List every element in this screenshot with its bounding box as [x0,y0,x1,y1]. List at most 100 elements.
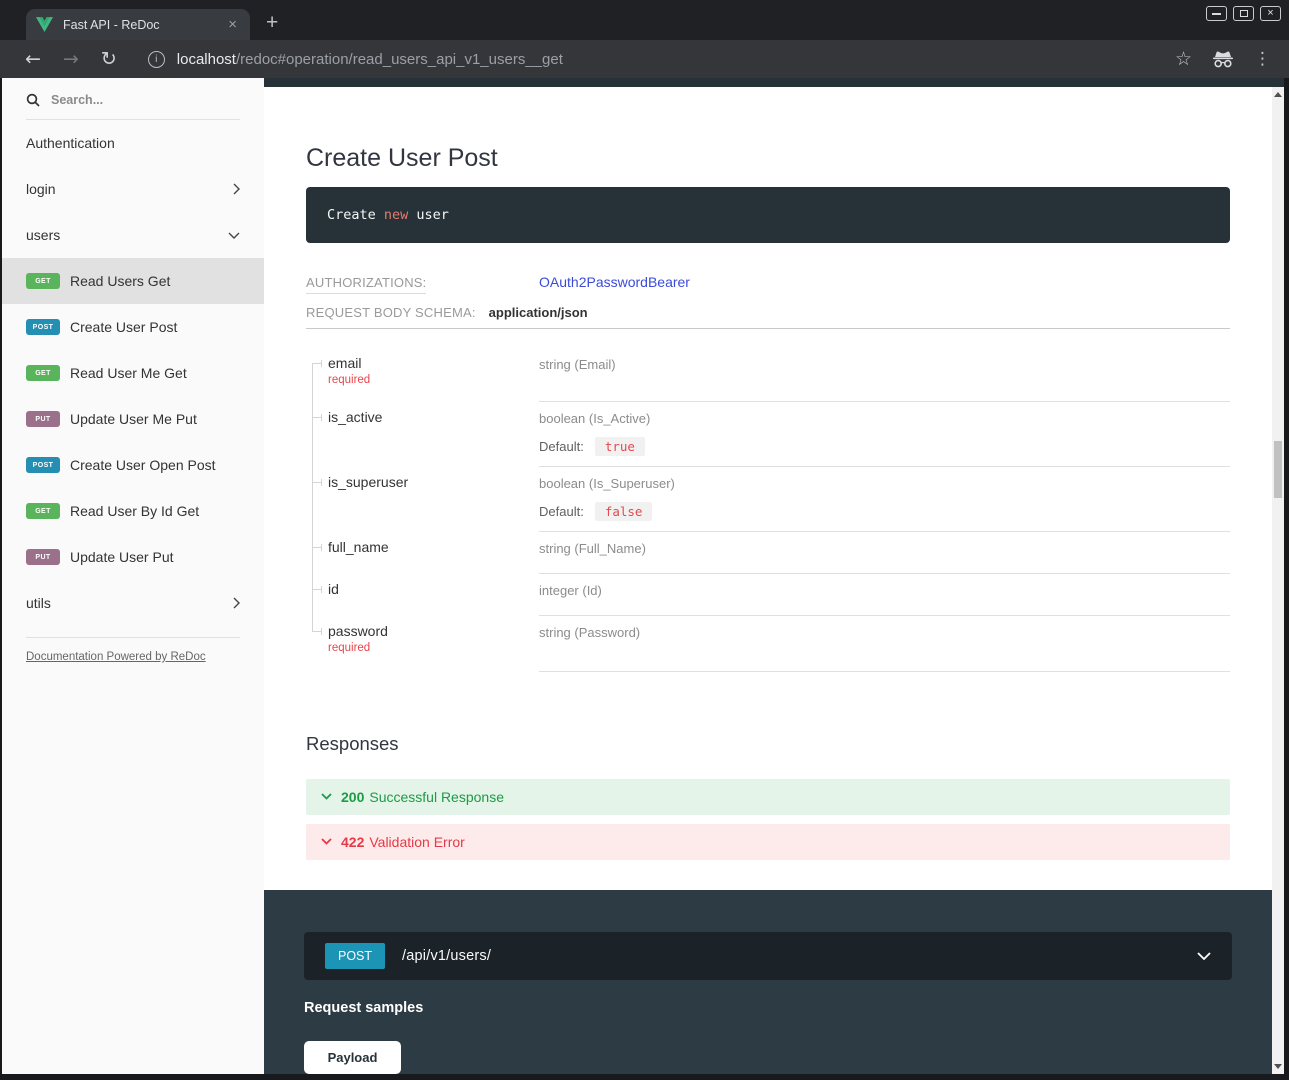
schema-row-is-active: is_active boolean (Is_Active) Default: tr… [306,401,1230,467]
method-badge-get: GET [26,273,60,289]
sidebar-item-create-user-post[interactable]: POST Create User Post [2,304,264,350]
default-label: Default: [539,438,584,454]
scroll-up-arrow-icon[interactable] [1274,92,1282,97]
search [2,88,264,108]
sidebar-item-update-user-put[interactable]: PUT Update User Put [2,534,264,580]
sidebar-item-utils[interactable]: utils [2,580,264,626]
tree-connector [306,531,328,574]
url-field[interactable]: localhost/redoc#operation/read_users_api… [177,51,1163,68]
authorizations-label: AUTHORIZATIONS: [306,274,427,294]
close-icon: × [1267,7,1274,19]
endpoint-dropdown[interactable]: POST /api/v1/users/ [304,932,1232,980]
request-body-schema-label: REQUEST BODY SCHEMA: [306,304,476,320]
sidebar-item-create-user-open-post[interactable]: POST Create User Open Post [2,442,264,488]
forward-icon[interactable]: → [62,47,79,70]
response-code: 422 [341,833,365,850]
field-name: is_superuser [328,473,409,490]
field-name: password [328,622,388,639]
http-method-badge: POST [325,943,386,969]
browser-menu-icon[interactable]: ⋮ [1254,49,1271,69]
schema-row-is-superuser: is_superuser boolean (Is_Superuser) Defa… [306,466,1230,532]
url-path: /redoc#operation/read_users_api_v1_users… [235,50,563,68]
chevron-right-icon [233,597,240,609]
page-scrollbar[interactable] [1272,78,1284,1074]
tab-title: Fast API - ReDoc [63,17,160,32]
sidebar-item-read-users-get[interactable]: GET Read Users Get [2,258,264,304]
previous-section-band [264,78,1272,87]
minimize-icon [1212,12,1221,15]
tab-close-icon[interactable]: × [228,16,237,33]
sidebar-item-update-user-me-put[interactable]: PUT Update User Me Put [2,396,264,442]
response-label: Validation Error [369,833,465,850]
oauth2-link[interactable]: OAuth2PasswordBearer [539,273,690,290]
default-value: true [594,436,645,456]
sidebar-item-authentication[interactable]: Authentication [26,135,115,151]
browser-tab[interactable]: Fast API - ReDoc × [26,9,250,40]
chevron-down-icon [321,838,332,846]
schema-row-full-name: full_name string (Full_Name) [306,531,1230,574]
bookmark-star-icon[interactable]: ☆ [1174,48,1192,70]
page: Authentication login users GET Read User… [0,78,1289,1080]
payload-tab[interactable]: Payload [304,1041,401,1074]
field-name: email [328,354,362,371]
default-label: Default: [539,503,584,519]
responses-heading: Responses [306,732,399,754]
sidebar-item-read-user-me-get[interactable]: GET Read User Me Get [2,350,264,396]
sidebar-item-login[interactable]: login [2,166,264,212]
method-badge-post: POST [26,319,60,335]
maximize-button[interactable] [1233,6,1254,21]
response-code: 200 [341,788,365,805]
schema-row-email: email required string (Email) [306,348,1230,402]
tab-strip: Fast API - ReDoc × + × [0,0,1289,40]
address-bar: ← → ↻ i localhost/redoc#operation/read_u… [0,40,1289,78]
close-button[interactable]: × [1260,6,1281,21]
chevron-down-icon [1197,952,1211,960]
required-flag: required [328,641,371,654]
search-input[interactable] [49,92,219,108]
field-type: string (Email) [539,356,616,372]
endpoint-path: /api/v1/users/ [402,948,492,964]
back-icon[interactable]: ← [25,47,41,70]
tree-connector [306,615,328,672]
scroll-down-arrow-icon[interactable] [1274,1064,1282,1069]
schema-fields: email required string (Email) is_active … [306,348,1230,672]
site-favicon-icon [36,17,53,32]
divider [26,637,240,638]
content-type-value: application/json [488,304,588,320]
main-content: Create User Post Create new user AUTHORI… [264,78,1272,1074]
sidebar-item-users[interactable]: users [2,212,264,258]
response-422[interactable]: 422 Validation Error [306,823,1230,860]
divider [306,327,1230,329]
default-value: false [594,501,653,521]
sidebar-item-read-user-by-id-get[interactable]: GET Read User By Id Get [2,488,264,534]
chevron-down-icon [321,793,332,801]
chevron-down-icon [228,232,240,239]
redoc-footer-link[interactable]: Documentation Powered by ReDoc [26,651,206,663]
request-samples-heading: Request samples [304,1000,424,1016]
chevron-right-icon [233,183,240,195]
minimize-button[interactable] [1206,6,1227,21]
reload-icon[interactable]: ↻ [100,47,117,70]
field-type: boolean (Is_Superuser) [539,475,675,491]
maximize-icon [1239,10,1248,17]
method-badge-put: PUT [26,411,60,427]
field-type: string (Full_Name) [539,540,646,556]
request-samples-panel: POST /api/v1/users/ Request samples Payl… [264,890,1272,1074]
site-info-icon[interactable]: i [147,50,165,68]
scrollbar-thumb[interactable] [1274,441,1282,498]
url-host: localhost [176,50,236,68]
page-title: Create User Post [306,143,498,172]
method-badge-get: GET [26,365,60,381]
method-badge-put: PUT [26,549,60,565]
divider [26,119,240,120]
schema-row-password: password required string (Password) [306,615,1230,672]
tree-connector [306,348,328,402]
response-200[interactable]: 200 Successful Response [306,778,1230,815]
field-name: is_active [328,408,383,425]
method-badge-post: POST [26,457,60,473]
window-controls: × [1206,6,1281,21]
required-flag: required [328,373,371,386]
field-type: string (Password) [539,624,641,640]
field-name: full_name [328,538,389,555]
new-tab-button[interactable]: + [266,11,279,34]
